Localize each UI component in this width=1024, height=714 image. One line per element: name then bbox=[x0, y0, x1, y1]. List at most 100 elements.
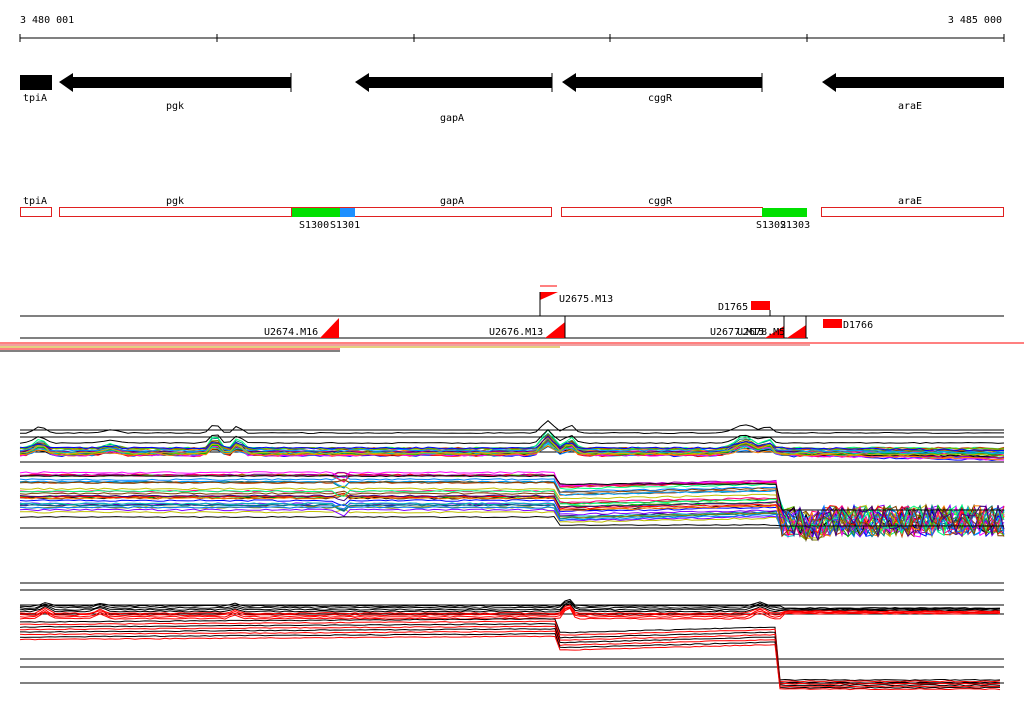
expression-trace bbox=[19, 600, 1001, 610]
segment-box[interactable] bbox=[291, 207, 552, 217]
gene-tpiA[interactable]: tpiA bbox=[20, 75, 52, 104]
feature-label: S1302 bbox=[756, 220, 786, 231]
segment-pgk[interactable]: pgk bbox=[59, 196, 292, 217]
expression-series-group bbox=[19, 598, 1001, 691]
primer-label: U2676.M13 bbox=[489, 327, 543, 338]
gene-cggR[interactable]: cggR bbox=[562, 73, 763, 104]
expression-trace bbox=[19, 445, 1005, 461]
primer-label: D1765 bbox=[718, 302, 748, 313]
feature-box[interactable] bbox=[292, 208, 340, 217]
feature-S1302[interactable]: S1302 bbox=[756, 208, 786, 231]
ruler-end-label: 3 485 000 bbox=[948, 15, 1002, 26]
feature-box[interactable] bbox=[762, 208, 782, 217]
primer-U2676-M13[interactable]: U2676.M13 bbox=[489, 316, 566, 338]
gene-track: tpiA pgk gapA cggR araE bbox=[20, 73, 1004, 124]
segment-gapA[interactable]: gapA bbox=[291, 196, 552, 217]
primer-label: U2678.M5 bbox=[737, 327, 785, 338]
primer-track: U2674.M16 U2675.M13 U2676.M13 U2677.M15 … bbox=[0, 285, 1024, 352]
gene-gapA[interactable]: gapA bbox=[355, 73, 553, 124]
segment-box[interactable] bbox=[59, 207, 292, 217]
feature-box[interactable] bbox=[782, 208, 807, 217]
segment-label: pgk bbox=[166, 196, 184, 207]
primer-flag[interactable] bbox=[765, 326, 784, 338]
feature-label: S1301 bbox=[330, 220, 360, 231]
expression-trace bbox=[19, 474, 1004, 511]
expression-trace bbox=[19, 603, 1001, 613]
primer-U2677-M15[interactable]: U2677.M15 bbox=[710, 316, 785, 338]
primer-U2678-M5[interactable]: U2678.M5 bbox=[737, 316, 807, 338]
primer-U2675-M13[interactable]: U2675.M13 bbox=[539, 285, 613, 316]
primer-box[interactable] bbox=[823, 319, 842, 328]
expression-series-group bbox=[19, 420, 1005, 542]
coordinate-ruler: 3 480 001 3 485 000 bbox=[19, 15, 1005, 42]
expression-trace bbox=[20, 420, 1004, 435]
expression-trace bbox=[19, 606, 1001, 618]
feature-S1303[interactable]: S1303 bbox=[780, 208, 810, 231]
segment-label: cggR bbox=[648, 196, 673, 207]
expression-trace bbox=[19, 494, 1005, 537]
primer-D1766[interactable]: D1766 bbox=[823, 319, 873, 331]
feature-S1301[interactable]: S1301 bbox=[330, 208, 360, 231]
primer-flag[interactable] bbox=[787, 325, 806, 338]
segment-box[interactable] bbox=[20, 207, 52, 217]
expression-trace bbox=[19, 635, 1001, 691]
expression-trace bbox=[20, 628, 1001, 687]
segment-tpiA[interactable]: tpiA bbox=[20, 196, 52, 217]
primer-label: D1766 bbox=[843, 320, 873, 331]
segment-araE[interactable]: araE bbox=[821, 196, 1004, 217]
expression-trace bbox=[19, 490, 1005, 538]
gene-arrow-shape[interactable] bbox=[59, 73, 291, 92]
expression-trace bbox=[19, 622, 1001, 684]
gene-arrow-shape[interactable] bbox=[562, 73, 762, 92]
feature-label: S1303 bbox=[780, 220, 810, 231]
primer-label: U2677.M15 bbox=[710, 327, 764, 338]
segment-box[interactable] bbox=[821, 207, 1004, 217]
expression-trace bbox=[20, 618, 1001, 682]
segment-label: tpiA bbox=[23, 196, 47, 207]
expression-panel-selected bbox=[19, 582, 1004, 691]
expression-trace bbox=[19, 489, 1005, 542]
expression-trace bbox=[19, 515, 1004, 527]
expression-trace bbox=[19, 442, 1005, 454]
primer-flag[interactable] bbox=[545, 322, 565, 338]
gene-arrow-shape[interactable] bbox=[822, 73, 1004, 92]
segment-box[interactable] bbox=[561, 207, 763, 217]
primer-label: U2674.M16 bbox=[264, 327, 318, 338]
gene-arrow-shape[interactable] bbox=[20, 75, 52, 90]
expression-trace bbox=[19, 428, 1005, 445]
expression-trace bbox=[19, 604, 1001, 615]
primer-label: U2675.M13 bbox=[559, 294, 613, 305]
primer-U2674-M16[interactable]: U2674.M16 bbox=[264, 318, 339, 338]
expression-trace bbox=[19, 494, 1005, 542]
feature-label: S1300 bbox=[299, 220, 329, 231]
gene-araE[interactable]: araE bbox=[822, 73, 1004, 112]
primer-D1765[interactable]: D1765 bbox=[718, 301, 771, 316]
segment-label: araE bbox=[898, 196, 922, 207]
gene-label: tpiA bbox=[23, 93, 47, 104]
feature-S1300[interactable]: S1300 bbox=[292, 208, 340, 231]
expression-trace bbox=[20, 625, 1001, 685]
expression-trace bbox=[19, 438, 1005, 451]
gene-pgk[interactable]: pgk bbox=[59, 73, 292, 112]
expression-panel-all bbox=[19, 420, 1005, 542]
ruler-start-label: 3 480 001 bbox=[20, 15, 74, 26]
expression-trace bbox=[19, 598, 1001, 610]
expression-trace bbox=[19, 606, 1001, 617]
gene-label: pgk bbox=[166, 101, 184, 112]
primer-box[interactable] bbox=[751, 301, 770, 310]
expression-trace bbox=[19, 633, 1000, 689]
gene-label: araE bbox=[898, 101, 922, 112]
primer-flag[interactable] bbox=[320, 318, 339, 338]
gene-label: gapA bbox=[440, 113, 464, 124]
expression-trace bbox=[19, 437, 1005, 457]
segment-cggR[interactable]: cggR bbox=[561, 196, 763, 217]
expression-trace bbox=[19, 438, 1005, 452]
feature-box[interactable] bbox=[340, 208, 355, 217]
expression-trace bbox=[19, 620, 1001, 683]
expression-trace bbox=[19, 503, 1005, 541]
expression-trace bbox=[19, 438, 1005, 461]
segment-track: tpiA pgk gapA cggR araE S1300 S1301 bbox=[20, 196, 1004, 231]
segment-label: gapA bbox=[440, 196, 464, 207]
primer-flag[interactable] bbox=[540, 292, 558, 300]
gene-arrow-shape[interactable] bbox=[355, 73, 552, 92]
